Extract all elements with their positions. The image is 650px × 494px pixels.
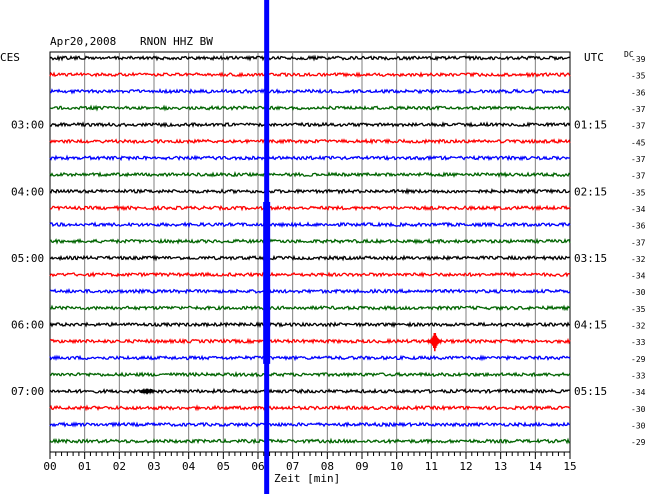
dc-value: -37: [631, 122, 646, 131]
dc-value: -30: [631, 288, 646, 297]
trace-3: [49, 104, 571, 112]
x-tick-label: 07: [286, 460, 299, 473]
dc-value: -33: [631, 338, 646, 347]
dc-value: -36: [631, 222, 646, 231]
trace-23: [49, 437, 571, 445]
left-time-label: 04:00: [11, 185, 44, 198]
x-tick-label: 05: [217, 460, 230, 473]
right-time-label: 03:15: [574, 252, 607, 265]
trace-19: [49, 370, 571, 378]
left-time-label: 05:00: [11, 252, 44, 265]
dc-label: DC: [624, 50, 634, 59]
dc-value: -37: [631, 172, 646, 181]
dc-value: -29: [631, 438, 646, 447]
trace-5: [49, 138, 571, 145]
dc-value: -34: [631, 205, 646, 214]
trace-1: [49, 71, 571, 79]
trace-21: [49, 404, 571, 412]
chart-grid: [49, 51, 571, 453]
dc-value: -34: [631, 388, 646, 397]
x-tick-label: 14: [529, 460, 543, 473]
dc-value: -30: [631, 405, 646, 414]
trace-16: [49, 321, 571, 329]
right-timezone-label: UTC: [584, 51, 604, 64]
trace-11: [49, 237, 571, 245]
dc-value: -33: [631, 372, 646, 381]
dc-value: -30: [631, 422, 646, 431]
right-time-label: 04:15: [574, 319, 607, 332]
dc-value: -39: [631, 55, 646, 64]
trace-8: [49, 187, 571, 195]
dc-value: -37: [631, 105, 646, 114]
dc-value: -45: [631, 138, 646, 147]
trace-22: [49, 421, 571, 428]
x-tick-label: 06: [251, 460, 264, 473]
dc-value: -35: [631, 72, 646, 81]
trace-9: [49, 204, 571, 212]
trace-17: [49, 337, 571, 345]
x-tick-label: 11: [425, 460, 438, 473]
x-tick-label: 10: [390, 460, 403, 473]
dc-value: -35: [631, 305, 646, 314]
x-tick-label: 08: [321, 460, 334, 473]
time-labels: 03:00 04:00 05:00 06:00 07:00 01:15 02:15 03:15…: [11, 119, 607, 399]
spike-marker: [263, 0, 271, 494]
spike-burst: [263, 201, 271, 364]
dc-value: -37: [631, 155, 646, 164]
left-time-label: 03:00: [11, 119, 44, 132]
trace-10: [49, 221, 571, 229]
x-axis: 00 01 02 03 04 05 06 07 08 09 10 11 12 13 14 15: [43, 452, 577, 473]
left-time-label: 06:00: [11, 319, 44, 332]
right-time-label: 02:15: [574, 185, 607, 198]
x-tick-label: 12: [459, 460, 472, 473]
x-tick-label: 01: [78, 460, 91, 473]
dc-value: -32: [631, 322, 646, 331]
trace-13: [49, 271, 571, 279]
right-time-label: 01:15: [574, 119, 607, 132]
x-tick-label: 04: [182, 460, 196, 473]
dc-value: -34: [631, 272, 646, 281]
right-time-label: 05:15: [574, 385, 607, 398]
dc-value: -37: [631, 238, 646, 247]
x-tick-label: 09: [355, 460, 368, 473]
event-burst-0: [427, 333, 443, 352]
trace-0: [49, 54, 571, 62]
trace-14: [49, 287, 571, 295]
left-timezone-label: CES: [0, 51, 20, 64]
x-tick-label: 15: [563, 460, 576, 473]
trace-4: [49, 121, 571, 128]
event-markers: [139, 333, 443, 395]
dc-value: -36: [631, 88, 646, 97]
trace-18: [49, 354, 571, 362]
event-burst-1: [139, 388, 155, 395]
x-tick-label: 03: [147, 460, 160, 473]
header-station: RNON HHZ BW: [140, 35, 213, 48]
dc-value: -32: [631, 255, 646, 264]
seismic-traces: -39 -35 -36 -37 -37 -45 -37 -37 -35 -34 -36 -37 -32 -…: [49, 54, 646, 447]
x-tick-label: 02: [113, 460, 126, 473]
trace-20: [49, 387, 571, 395]
trace-15: [49, 304, 571, 312]
x-tick-label: 13: [494, 460, 507, 473]
trace-7: [49, 171, 571, 179]
trace-12: [49, 254, 571, 262]
trace-6: [49, 154, 571, 162]
trace-2: [49, 88, 571, 95]
dc-value: -35: [631, 188, 646, 197]
left-time-label: 07:00: [11, 385, 44, 398]
dc-value: -29: [631, 355, 646, 364]
header-date: Apr20,2008: [50, 35, 116, 48]
x-tick-label: 00: [43, 460, 56, 473]
x-axis-label: Zeit [min]: [274, 472, 340, 485]
